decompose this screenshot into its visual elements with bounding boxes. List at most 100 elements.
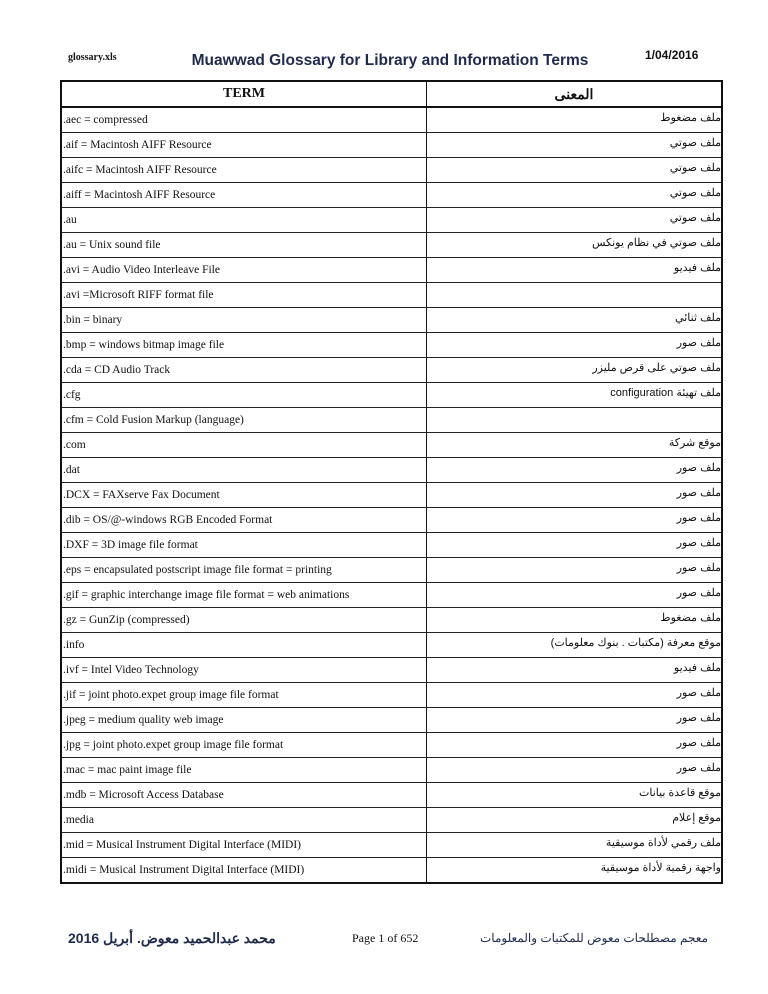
term-text: .avi = Audio Video Interleave File xyxy=(63,264,220,276)
meaning-text: ملف صور xyxy=(676,762,721,774)
meaning-text: ملف صوتي على قرص مليزر xyxy=(592,362,721,374)
file-name: glossary.xls xyxy=(68,52,117,63)
term-text: .ivf = Intel Video Technology xyxy=(63,664,199,676)
term-cell: .aifc = Macintosh AIFF Resource xyxy=(60,157,427,183)
term-text: .dat xyxy=(63,464,80,476)
meaning-text: موقع قاعدة بيانات xyxy=(638,787,721,799)
term-cell: .avi = Audio Video Interleave File xyxy=(60,257,427,283)
meaning-text: ملف مضغوط xyxy=(660,112,721,124)
meaning-cell: ملف صور xyxy=(426,732,723,758)
term-text: .gz = GunZip (compressed) xyxy=(63,614,190,626)
term-text: .avi =Microsoft RIFF format file xyxy=(63,289,214,301)
meaning-cell: واجهة رقمية لأداة موسيقية xyxy=(426,857,723,884)
term-text: .aif = Macintosh AIFF Resource xyxy=(63,139,212,151)
term-cell: .au xyxy=(60,207,427,233)
term-cell: .dat xyxy=(60,457,427,483)
meaning-text: ملف ثنائي xyxy=(675,312,721,324)
term-text: .mac = mac paint image file xyxy=(63,764,192,776)
meaning-cell xyxy=(426,282,723,308)
meaning-cell: ملف صور xyxy=(426,532,723,558)
meaning-text: ملف صور xyxy=(676,337,721,349)
footer-author: محمد عبدالحميد معوض. أبريل 2016 xyxy=(68,930,276,946)
meaning-cell xyxy=(426,407,723,433)
term-text: .aec = compressed xyxy=(63,114,148,126)
table-row: .gz = GunZip (compressed) ملف مضغوط xyxy=(60,607,723,633)
meaning-text: ملف صوتي xyxy=(669,187,721,199)
term-cell: .au = Unix sound file xyxy=(60,232,427,258)
table-row: .jif = joint photo.expet group image fil… xyxy=(60,682,723,708)
meaning-cell: ملف صوتي xyxy=(426,207,723,233)
table-row: .eps = encapsulated postscript image fil… xyxy=(60,557,723,583)
table-row: .mac = mac paint image file ملف صور xyxy=(60,757,723,783)
term-cell: .bin = binary xyxy=(60,307,427,333)
meaning-text: ملف صوتي xyxy=(669,162,721,174)
page-title: Muawwad Glossary for Library and Informa… xyxy=(191,52,589,69)
meaning-cell: ملف صور xyxy=(426,507,723,533)
meaning-cell: موقع شركة xyxy=(426,432,723,458)
page-number: Page 1 of 652 xyxy=(352,931,419,945)
table-row: .aifc = Macintosh AIFF Resource ملف صوتي xyxy=(60,157,723,183)
meaning-cell: موقع معرفة (مكتبات . بنوك معلومات) xyxy=(426,632,723,658)
meaning-cell: موقع قاعدة بيانات xyxy=(426,782,723,808)
term-cell: .cfm = Cold Fusion Markup (language) xyxy=(60,407,427,433)
table-row: .avi = Audio Video Interleave File ملف في… xyxy=(60,257,723,283)
term-text: .au = Unix sound file xyxy=(63,239,161,251)
term-text: .jpeg = medium quality web image xyxy=(63,714,224,726)
meaning-text: ملف فيديو xyxy=(673,662,721,674)
meaning-cell: ملف فيديو xyxy=(426,657,723,683)
meaning-text: ملف صور xyxy=(676,537,721,549)
table-row: .aec = compressed ملف مضغوط xyxy=(60,107,723,133)
term-cell: .cfg xyxy=(60,382,427,408)
meaning-text: ملف صور xyxy=(676,587,721,599)
term-cell: .gz = GunZip (compressed) xyxy=(60,607,427,633)
meaning-text: موقع إعلام xyxy=(672,812,721,824)
meaning-text: ملف صوتي في نظام يونكس xyxy=(592,237,721,249)
meaning-text: ملف صور xyxy=(676,712,721,724)
meaning-cell: ملف صور xyxy=(426,482,723,508)
term-cell: .jif = joint photo.expet group image fil… xyxy=(60,682,427,708)
term-cell: .media xyxy=(60,807,427,833)
term-cell: .jpeg = medium quality web image xyxy=(60,707,427,733)
table-row: .midi = Musical Instrument Digital Inter… xyxy=(60,857,723,884)
meaning-cell: ملف مضغوط xyxy=(426,107,723,133)
term-text: .cfg xyxy=(63,389,81,401)
meaning-text: ملف صور xyxy=(676,487,721,499)
term-cell: .DXF = 3D image file format xyxy=(60,532,427,558)
term-cell: .ivf = Intel Video Technology xyxy=(60,657,427,683)
term-text: .cfm = Cold Fusion Markup (language) xyxy=(63,414,244,426)
meaning-text: ملف فيديو xyxy=(673,262,721,274)
term-cell: .info xyxy=(60,632,427,658)
table-row: .ivf = Intel Video Technology ملف فيديو xyxy=(60,657,723,683)
table-row: .com موقع شركة xyxy=(60,432,723,458)
term-text: .mid = Musical Instrument Digital Interf… xyxy=(63,839,302,851)
meaning-cell: ملف صور xyxy=(426,707,723,733)
term-text: .info xyxy=(63,639,85,651)
meaning-text: ملف صوتي xyxy=(669,137,721,149)
table-row: .au ملف صوتي xyxy=(60,207,723,233)
footer-book-title: معجم مصطلحات معوض للمكتبات والمعلومات xyxy=(479,931,708,945)
term-cell: .jpg = joint photo.expet group image fil… xyxy=(60,732,427,758)
meaning-cell: ملف صور xyxy=(426,682,723,708)
meaning-cell: ملف صور xyxy=(426,757,723,783)
meaning-text: ملف تهيئة configuration xyxy=(610,387,721,399)
term-text: .gif = graphic interchange image file fo… xyxy=(63,589,350,601)
term-cell: .com xyxy=(60,432,427,458)
term-text: .aiff = Macintosh AIFF Resource xyxy=(63,189,216,201)
meaning-cell: ملف فيديو xyxy=(426,257,723,283)
table-row: .bin = binary ملف ثنائي xyxy=(60,307,723,333)
term-text: .cda = CD Audio Track xyxy=(63,364,171,376)
table-row: .dib = OS/@-windows RGB Encoded Format مل… xyxy=(60,507,723,533)
term-text: .DCX = FAXserve Fax Document xyxy=(63,489,220,501)
table-row: .media موقع إعلام xyxy=(60,807,723,833)
table-row: .avi =Microsoft RIFF format file xyxy=(60,282,723,308)
meaning-cell: ملف صور xyxy=(426,557,723,583)
meaning-text: ملف مضغوط xyxy=(660,612,721,624)
term-text: .aifc = Macintosh AIFF Resource xyxy=(63,164,217,176)
table-row: .info موقع معرفة (مكتبات . بنوك معلومات) xyxy=(60,632,723,658)
column-header-meaning: المعنى xyxy=(426,80,723,108)
term-text: .dib = OS/@-windows RGB Encoded Format xyxy=(63,514,273,526)
term-text: .jpg = joint photo.expet group image fil… xyxy=(63,739,284,751)
term-cell: .midi = Musical Instrument Digital Inter… xyxy=(60,857,427,884)
meaning-text: ملف صور xyxy=(676,512,721,524)
